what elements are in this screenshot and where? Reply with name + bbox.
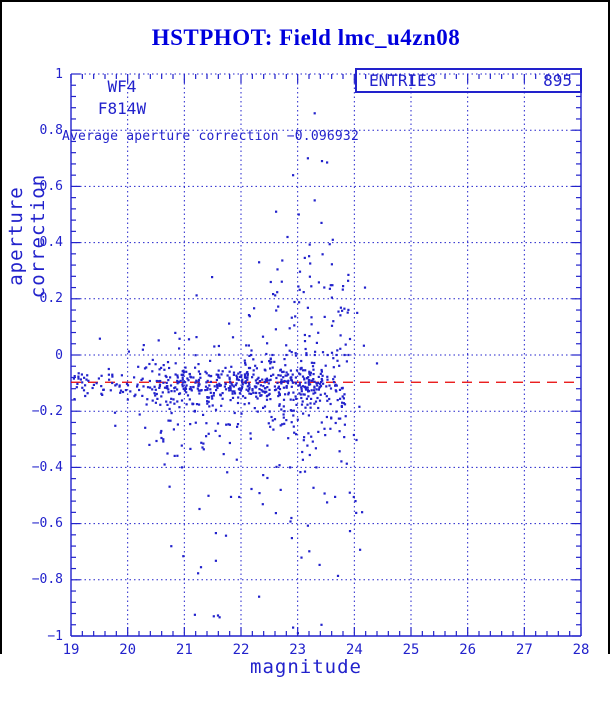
x-tick-label: 26: [459, 642, 477, 658]
x-tick-label: 23: [289, 642, 307, 658]
x-tick-label: 24: [345, 642, 363, 658]
y-tick-label: 0.6: [39, 178, 63, 194]
y-tick-label: 0.2: [39, 291, 63, 307]
x-tick-label: 19: [62, 642, 80, 658]
filter-label: F814W: [97, 99, 147, 118]
x-tick-label: 22: [232, 642, 250, 658]
x-tick-label: 27: [515, 642, 533, 658]
entries-value: 895: [543, 71, 572, 90]
y-tick-label: 0.4: [39, 235, 63, 251]
grid-lines: [71, 73, 581, 636]
axis-ticks: [70, 73, 582, 637]
y-tick-label: 0.8: [39, 122, 63, 138]
camera-label: WF4: [107, 77, 137, 96]
window-frame: [0, 0, 610, 654]
y-tick-label: −0.2: [31, 403, 63, 419]
entries-label: ENTRIES: [369, 71, 437, 90]
y-tick-label: −0.6: [31, 516, 63, 532]
y-tick-label: −0.8: [31, 572, 63, 588]
scatter-points: [72, 112, 379, 635]
page-title: HSTPHOT: Field lmc_u4zn08: [151, 25, 461, 50]
y-tick-label: −0.4: [31, 459, 63, 475]
x-tick-label: 20: [119, 642, 137, 658]
y-axis-title: aperture correction: [5, 173, 49, 299]
y-tick-label: 1: [55, 66, 63, 82]
x-tick-label: 25: [402, 642, 420, 658]
x-tick-label: 21: [175, 642, 193, 658]
average-correction-label: Average aperture correction −0.096932: [62, 129, 359, 144]
x-axis-title: magnitude: [250, 656, 362, 678]
y-tick-label: −1: [47, 628, 63, 644]
plot-frame: [70, 74, 582, 637]
x-tick-label: 28: [572, 642, 590, 658]
entries-stats-box: ENTRIES 895: [355, 68, 582, 93]
y-tick-label: 0: [55, 347, 63, 363]
